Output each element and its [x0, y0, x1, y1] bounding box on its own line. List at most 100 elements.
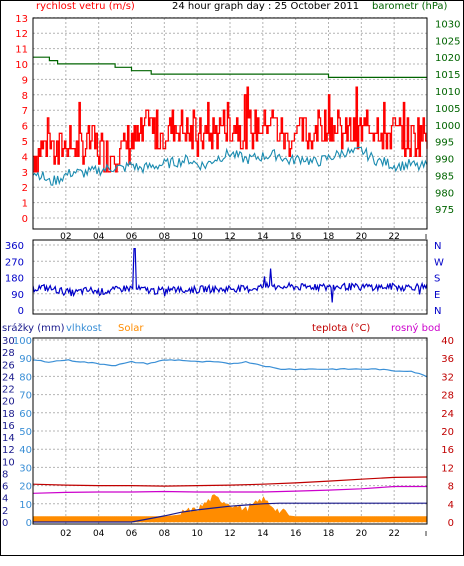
panel2-compass-label: E [434, 290, 440, 301]
panel3-humidity-tick-label: 20 [19, 482, 32, 493]
panel3-temp-tick-label: 12 [441, 463, 454, 474]
panel1-y2-tick-label: 995 [435, 138, 454, 149]
panel1-x-tick-label: 18 [323, 232, 335, 242]
panel3-temp-tick-label: 20 [441, 427, 454, 438]
series-barometer [33, 56, 427, 78]
wind-speed-label: rychlost vetru (m/s) [36, 1, 135, 12]
panel3-rain-tick-label: 10 [2, 457, 15, 468]
panel1-y-tick-label: 1 [22, 199, 28, 210]
panel1-y2-tick-label: 1020 [435, 53, 460, 64]
panel3-rain-tick-label: 4 [2, 494, 8, 505]
panel1-y-tick-label: 10 [15, 60, 28, 71]
panel3-temp-tick-label: 36 [441, 354, 454, 365]
panel3-rain-tick-label: 28 [2, 348, 15, 359]
panel3-x-tick-label: 18 [323, 529, 335, 539]
panel3-temp-tick-label: 16 [441, 445, 454, 456]
panel1-y2-tick-label: 1005 [435, 104, 460, 115]
legend-temperature: teplota (°C) [312, 323, 370, 334]
panel1-y2-tick-label: 1010 [435, 87, 460, 98]
panel3-x-tick-label: 16 [290, 529, 302, 539]
panel3-x-tick-label: 02 [60, 529, 71, 539]
panel1-frame [32, 17, 428, 230]
panel3-rain-tick-label: 16 [2, 421, 15, 432]
panel3-x-tick-label: 06 [126, 529, 138, 539]
legend-dew-point: rosný bod [391, 322, 440, 334]
frames-layer [32, 17, 428, 525]
panel1-x-tick-label: 08 [159, 232, 171, 242]
panel3-rain-tick-label: 12 [2, 445, 15, 456]
panel3-temp-tick-label: 0 [448, 518, 454, 529]
panel1-y2-tick-label: 1030 [435, 19, 460, 30]
series-humidity [32, 359, 428, 378]
panel1-y2-tick-label: 975 [435, 205, 454, 216]
panel3-humidity-tick-label: 80 [19, 372, 32, 383]
panel3-humidity-tick-label: 70 [19, 391, 32, 402]
panel1-y-tick-label: 7 [22, 106, 28, 117]
panel1-y2-tick-label: 990 [435, 155, 454, 166]
panel3-temp-tick-label: 4 [448, 500, 454, 511]
legend-humidity: vlhkost [66, 323, 102, 334]
panel2-y-tick-label: 360 [5, 241, 24, 252]
panel1-y2-tick-label: 1000 [435, 121, 460, 132]
panel3-temp-tick-label: 8 [448, 482, 454, 493]
panel3-humidity-tick-label: 10 [19, 500, 32, 511]
panel3-rain-tick-label: 8 [2, 469, 8, 480]
panel2-compass-label: N [434, 306, 441, 317]
series-dew-point [32, 485, 427, 494]
panel2-compass-label: W [434, 257, 444, 268]
panel2-y-tick-label: 180 [5, 274, 24, 285]
panel1-y2-tick-label: 980 [435, 188, 454, 199]
graph-title: 24 hour graph day : 25 October 2011 [172, 1, 359, 12]
panel1-y2-tick-label: 1025 [435, 36, 460, 47]
panel1-y-tick-label: 4 [22, 152, 28, 163]
panel3-temp-tick-label: 40 [441, 336, 454, 347]
panel2-y-tick-label: 90 [11, 290, 24, 301]
panel3-humidity-tick-label: 90 [19, 354, 32, 365]
panel3-x-tick-label: 08 [159, 529, 171, 539]
panel1-x-tick-label: 20 [356, 232, 368, 242]
panel3-rain-tick-label: 6 [2, 482, 8, 493]
panel1-x-tick-label: 12 [224, 232, 235, 242]
panel1-y2-tick-label: 985 [435, 171, 454, 182]
series-wind-direction [32, 248, 428, 303]
panel3-x-tick-label: 10 [191, 529, 203, 539]
panel3-humidity-tick-label: 0 [26, 518, 32, 529]
panel1-y-tick-label: 12 [15, 29, 28, 40]
panel3-humidity-tick-label: 50 [19, 427, 32, 438]
panel1-y-tick-label: 2 [22, 183, 28, 194]
panel1-y2-tick-label: 1015 [435, 70, 460, 81]
barometer-label: barometr (hPa) [372, 1, 448, 12]
panel3-temp-tick-label: 32 [441, 372, 454, 383]
series-wind-speed [33, 86, 428, 173]
panel2-frame [32, 239, 428, 315]
panel3-humidity-tick-label: 40 [19, 445, 32, 456]
series-rain [33, 502, 427, 523]
panel1-y-tick-label: 11 [15, 45, 28, 56]
panel1-y-tick-label: 9 [22, 75, 28, 86]
panel1-x-tick-label: 02 [60, 232, 71, 242]
panel2-compass-label: N [434, 241, 441, 252]
panel1-x-end-tick: ı [425, 232, 428, 242]
panel3-rain-tick-label: 20 [2, 397, 15, 408]
panel1-y-tick-label: 8 [22, 91, 28, 102]
panel3-x-tick-label: 04 [93, 529, 105, 539]
panel1-y-tick-label: 6 [22, 122, 28, 133]
panel1-y-tick-label: 5 [22, 137, 28, 148]
panel3-temp-tick-label: 28 [441, 391, 454, 402]
panel1-x-tick-label: 04 [93, 232, 105, 242]
panel3-x-tick-label: 20 [356, 529, 368, 539]
panel1-x-tick-label: 22 [388, 232, 399, 242]
panel3-x-tick-label: 12 [224, 529, 235, 539]
panel1-x-tick-label: 10 [191, 232, 203, 242]
panel3-rain-tick-label: 18 [2, 409, 15, 420]
panel3-rain-tick-label: 14 [2, 433, 15, 444]
grid-layer [33, 17, 427, 524]
panel3-rain-tick-label: 22 [2, 385, 15, 396]
series-temperature [32, 476, 428, 487]
series-wind-gust [32, 146, 428, 186]
panel1-x-tick-label: 06 [126, 232, 138, 242]
panel3-frame [32, 337, 428, 525]
legend-rain: srážky (mm) [2, 322, 65, 334]
